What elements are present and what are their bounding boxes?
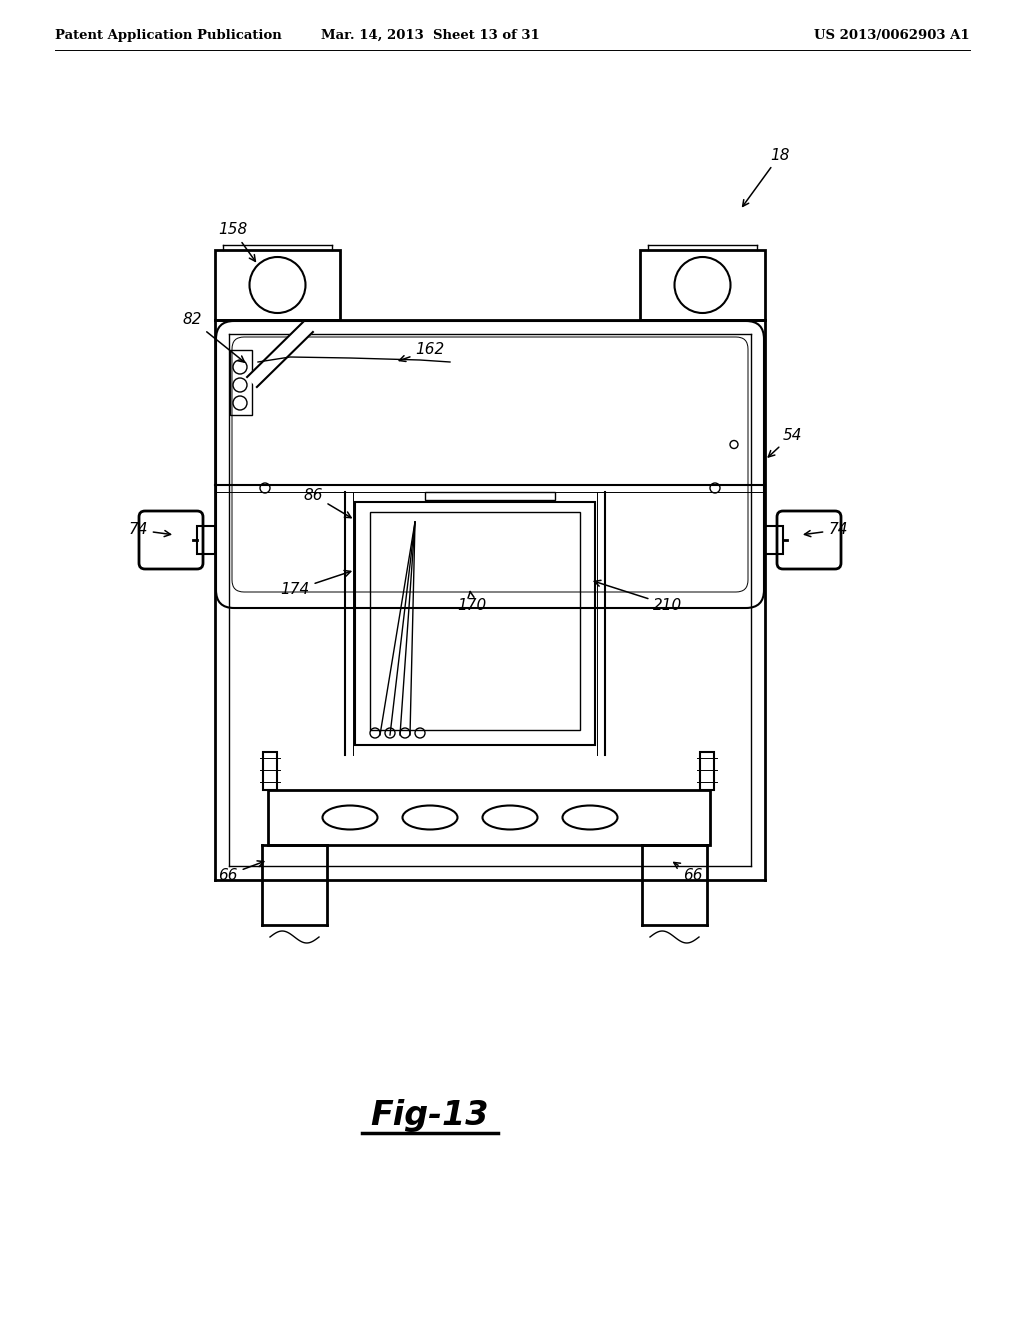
Bar — [215, 249, 340, 319]
Text: 66: 66 — [674, 862, 702, 883]
Bar — [355, 502, 595, 744]
Text: Patent Application Publication: Patent Application Publication — [55, 29, 282, 41]
Text: 54: 54 — [768, 428, 802, 457]
Text: 158: 158 — [218, 223, 255, 261]
Text: US 2013/0062903 A1: US 2013/0062903 A1 — [814, 29, 970, 41]
Text: 174: 174 — [281, 570, 351, 598]
Text: 170: 170 — [458, 591, 486, 612]
Bar — [268, 789, 710, 845]
Polygon shape — [247, 322, 313, 387]
Bar — [263, 752, 278, 789]
Bar — [425, 492, 555, 500]
Text: 162: 162 — [399, 342, 444, 362]
Text: 74: 74 — [805, 523, 848, 537]
Text: 82: 82 — [182, 313, 245, 362]
Text: 86: 86 — [303, 487, 351, 517]
Bar — [640, 249, 765, 319]
Text: Mar. 14, 2013  Sheet 13 of 31: Mar. 14, 2013 Sheet 13 of 31 — [321, 29, 540, 41]
Text: Fig-13: Fig-13 — [371, 1098, 489, 1131]
Bar — [700, 752, 714, 789]
Text: 74: 74 — [128, 523, 171, 537]
Bar — [765, 525, 783, 554]
Bar — [230, 350, 252, 414]
Bar — [197, 525, 215, 554]
Text: 66: 66 — [218, 861, 264, 883]
Text: 210: 210 — [594, 581, 683, 612]
Bar — [370, 512, 580, 730]
Text: 18: 18 — [742, 148, 790, 206]
